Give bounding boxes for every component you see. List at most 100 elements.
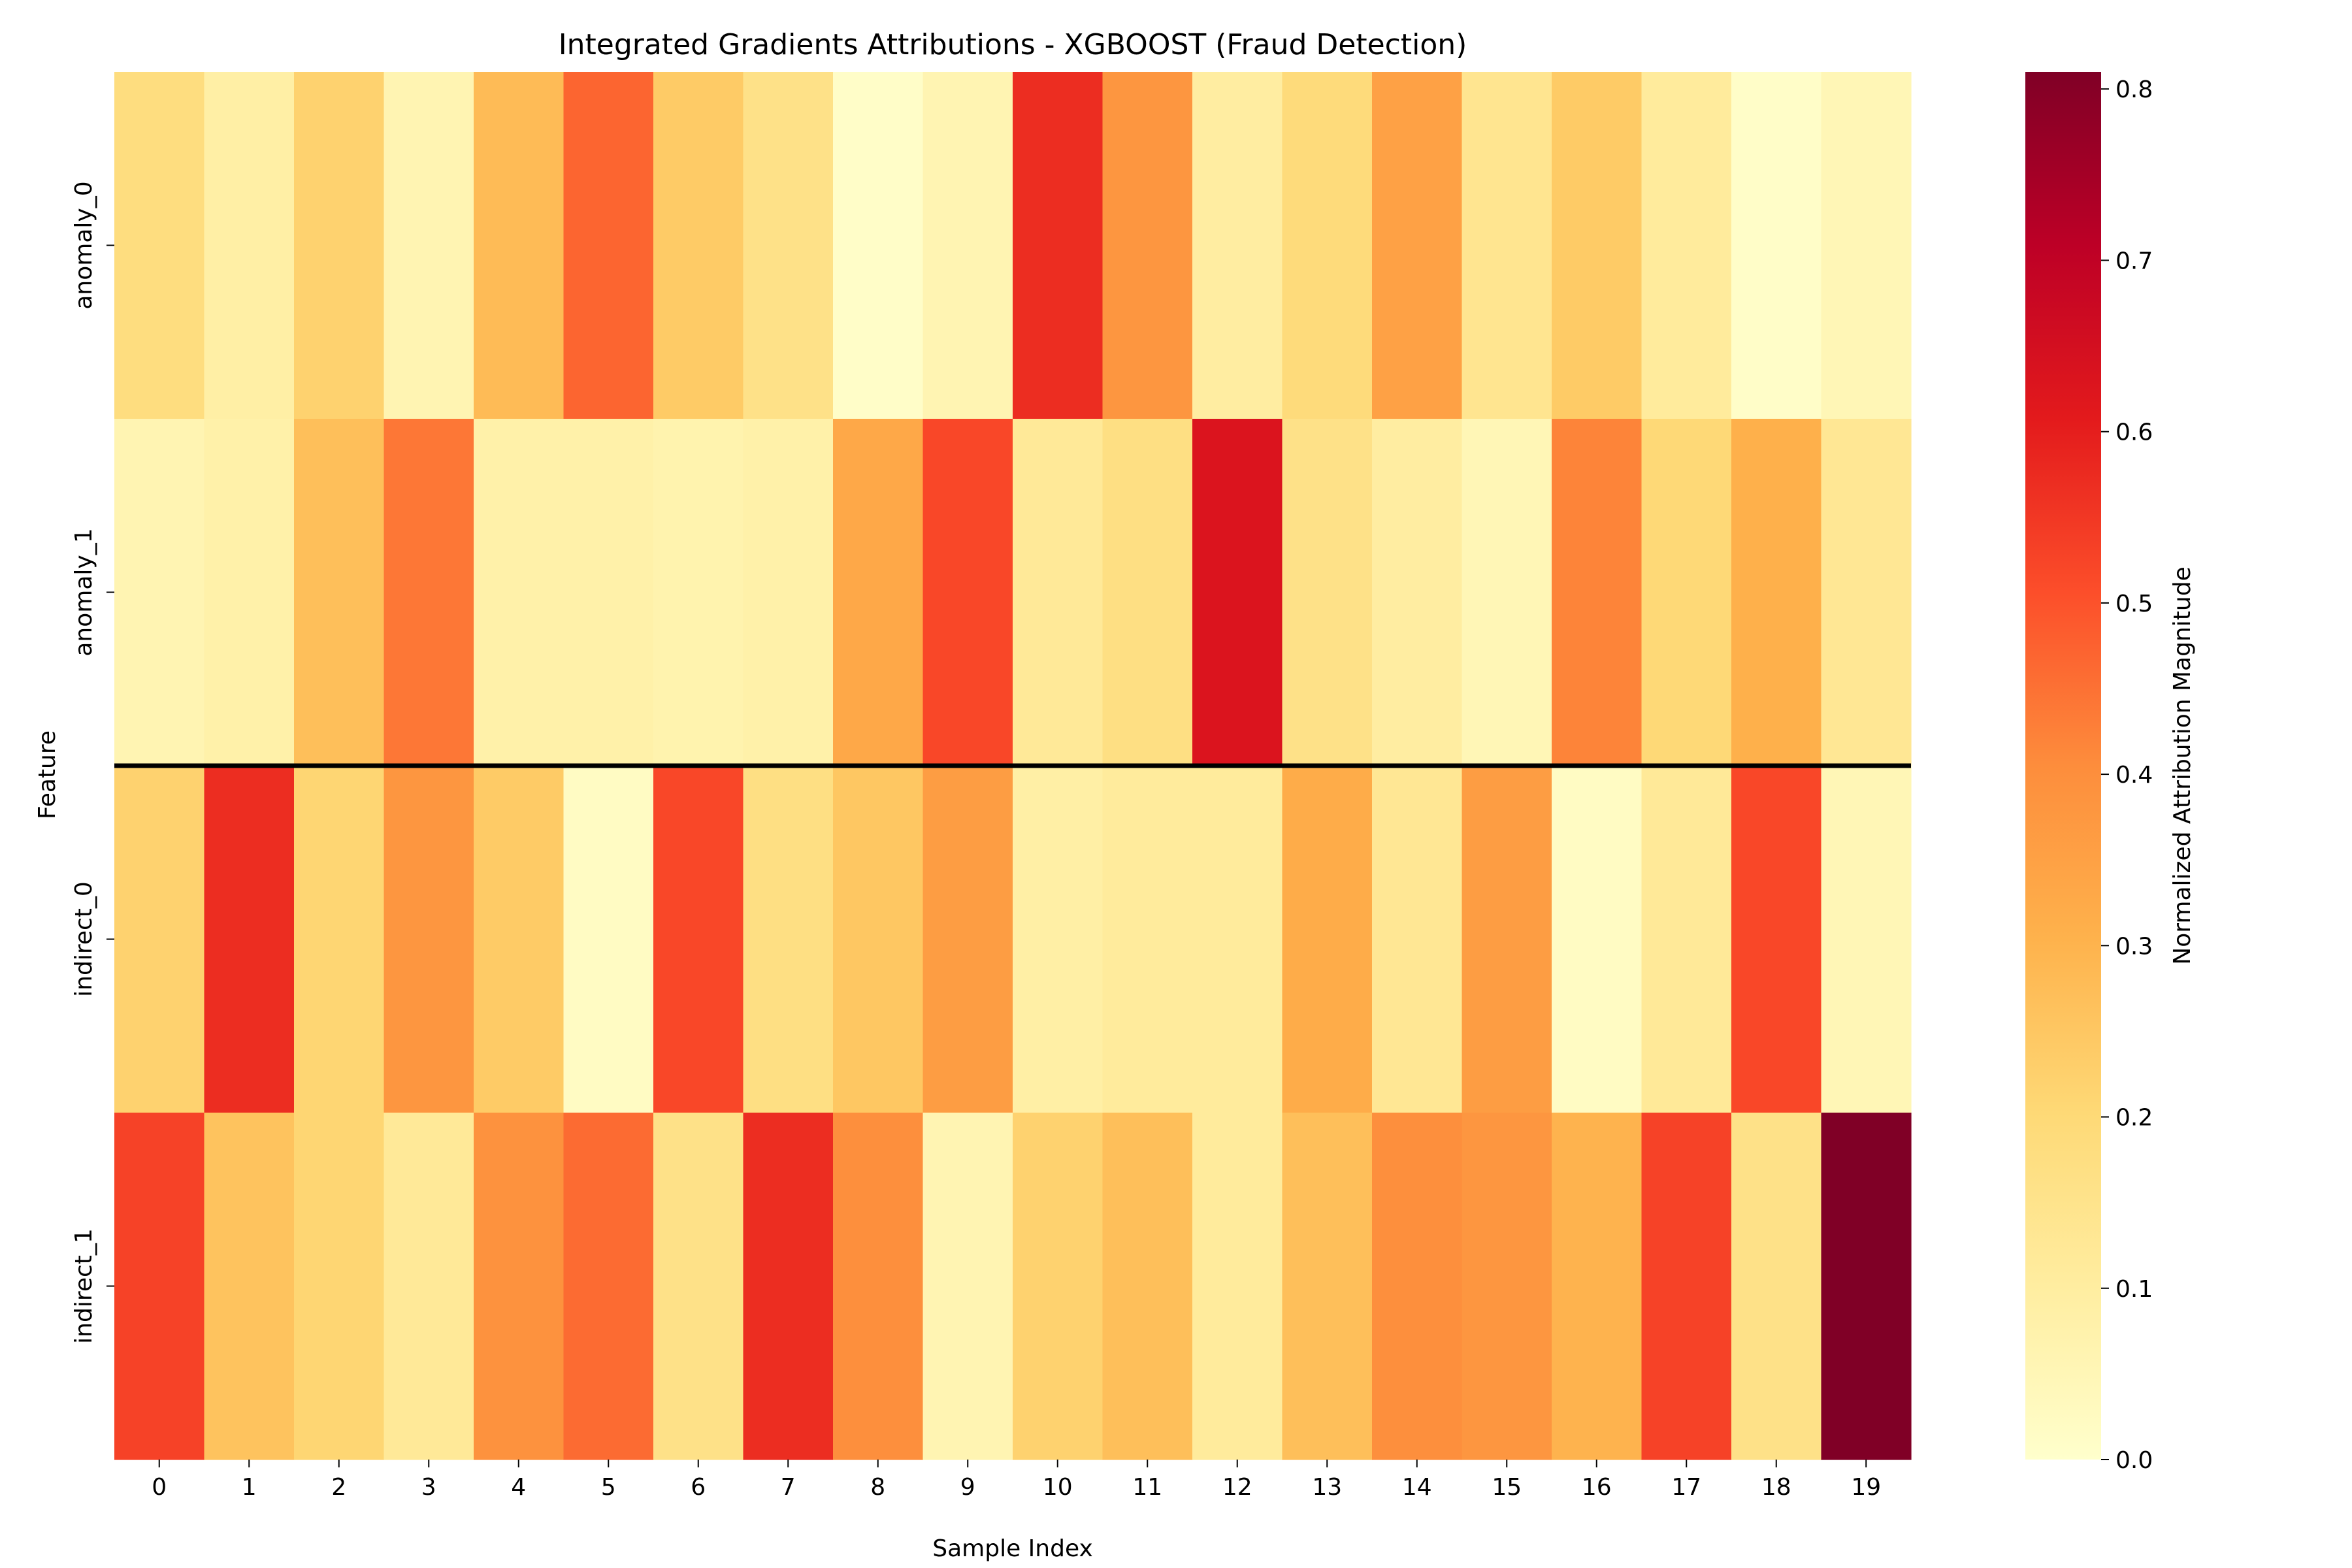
colorbar (2025, 72, 2101, 1460)
heatmap-cell-indirect_0-3 (384, 766, 474, 1113)
heatmap-cell-indirect_0-5 (563, 766, 654, 1113)
heatmap-cell-indirect_1-19 (1821, 1113, 1912, 1460)
x-tick-label: 2 (331, 1474, 346, 1501)
heatmap-cell-indirect_1-15 (1462, 1113, 1552, 1460)
heatmap-cell-indirect_1-11 (1102, 1113, 1193, 1460)
x-tick-label: 4 (511, 1474, 526, 1501)
heatmap-cell-indirect_0-11 (1102, 766, 1193, 1113)
heatmap-cell-anomaly_1-12 (1192, 419, 1283, 766)
heatmap-cell-indirect_0-1 (204, 766, 295, 1113)
x-tick-label: 18 (1761, 1474, 1791, 1501)
heatmap-cell-anomaly_0-2 (294, 72, 385, 419)
heatmap-cell-indirect_1-9 (923, 1113, 1013, 1460)
heatmap-cell-indirect_0-4 (474, 766, 564, 1113)
heatmap-cell-indirect_1-5 (563, 1113, 654, 1460)
chart-title: Integrated Gradients Attributions - XGBO… (559, 28, 1467, 61)
heatmap-cell-anomaly_0-17 (1641, 72, 1732, 419)
heatmap-cell-anomaly_0-18 (1731, 72, 1822, 419)
x-axis-label: Sample Index (932, 1535, 1093, 1562)
heatmap-cell-indirect_0-12 (1192, 766, 1283, 1113)
heatmap-cell-anomaly_0-10 (1013, 72, 1103, 419)
heatmap-cell-anomaly_1-5 (563, 419, 654, 766)
heatmap-cell-indirect_1-10 (1013, 1113, 1103, 1460)
colorbar-ticks: 0.0 0.1 0.2 0.3 0.4 0.5 0.6 0.7 0.8 (2101, 76, 2153, 1474)
heatmap-cell-indirect_1-18 (1731, 1113, 1822, 1460)
x-axis-ticks: 0 1 2 3 4 5 6 7 8 9 10 11 12 13 14 15 16 17 18 19 (152, 1460, 1881, 1501)
y-tick-label: indirect_1 (71, 1228, 97, 1344)
colorbar-tick-label: 0.0 (2115, 1447, 2153, 1474)
x-tick-label: 9 (960, 1474, 975, 1501)
x-tick-label: 16 (1582, 1474, 1612, 1501)
heatmap-cell-anomaly_1-7 (743, 419, 834, 766)
heatmap-cell-anomaly_0-13 (1282, 72, 1373, 419)
y-tick-label: anomaly_0 (71, 181, 97, 309)
heatmap-cell-indirect_0-16 (1552, 766, 1642, 1113)
x-tick-label: 15 (1492, 1474, 1522, 1501)
x-tick-label: 8 (870, 1474, 885, 1501)
heatmap-cell-indirect_0-15 (1462, 766, 1552, 1113)
heatmap-cell-anomaly_0-1 (204, 72, 295, 419)
heatmap-cell-indirect_0-10 (1013, 766, 1103, 1113)
heatmap-cell-indirect_1-1 (204, 1113, 295, 1460)
heatmap-cell-indirect_1-17 (1641, 1113, 1732, 1460)
heatmap-cell-anomaly_0-8 (833, 72, 924, 419)
colorbar-tick-label: 0.4 (2115, 762, 2153, 789)
heatmap-cell-anomaly_0-5 (563, 72, 654, 419)
heatmap-cell-anomaly_0-11 (1102, 72, 1193, 419)
heatmap-cell-anomaly_1-15 (1462, 419, 1552, 766)
heatmap-cell-anomaly_1-1 (204, 419, 295, 766)
heatmap-cell-indirect_1-6 (653, 1113, 744, 1460)
heatmap-cell-anomaly_1-0 (114, 419, 205, 766)
heatmap-cell-indirect_0-6 (653, 766, 744, 1113)
heatmap-cell-indirect_0-7 (743, 766, 834, 1113)
heatmap-cell-anomaly_1-8 (833, 419, 924, 766)
heatmap-cell-anomaly_1-18 (1731, 419, 1822, 766)
heatmap-cell-indirect_0-9 (923, 766, 1013, 1113)
heatmap-cell-indirect_1-3 (384, 1113, 474, 1460)
colorbar-label: Normalized Attribution Magnitude (2169, 566, 2196, 964)
heatmap-cell-indirect_1-12 (1192, 1113, 1283, 1460)
heatmap-cell-indirect_1-0 (114, 1113, 205, 1460)
heatmap-cell-anomaly_0-14 (1372, 72, 1463, 419)
heatmap-cell-anomaly_0-3 (384, 72, 474, 419)
x-tick-label: 3 (421, 1474, 436, 1501)
colorbar-tick-label: 0.1 (2115, 1276, 2153, 1303)
x-tick-label: 17 (1671, 1474, 1701, 1501)
heatmap-cell-anomaly_1-2 (294, 419, 385, 766)
heatmap-cell-indirect_1-14 (1372, 1113, 1463, 1460)
heatmap-cell-anomaly_1-17 (1641, 419, 1732, 766)
x-tick-label: 14 (1402, 1474, 1432, 1501)
heatmap-cell-anomaly_1-16 (1552, 419, 1642, 766)
y-axis-ticks: anomaly_0 anomaly_1 indirect_0 indirect_1 (71, 181, 114, 1344)
heatmap-cell-indirect_0-2 (294, 766, 385, 1113)
heatmap-cell-anomaly_1-9 (923, 419, 1013, 766)
heatmap-cell-anomaly_1-10 (1013, 419, 1103, 766)
heatmap-cell-anomaly_0-16 (1552, 72, 1642, 419)
heatmap-cell-anomaly_0-12 (1192, 72, 1283, 419)
heatmap-cell-anomaly_0-6 (653, 72, 744, 419)
x-tick-label: 11 (1132, 1474, 1162, 1501)
heatmap-cell-indirect_1-4 (474, 1113, 564, 1460)
colorbar-tick-label: 0.2 (2115, 1105, 2153, 1132)
heatmap-cell-anomaly_0-7 (743, 72, 834, 419)
x-tick-label: 1 (242, 1474, 257, 1501)
y-axis-label: Feature (34, 730, 61, 819)
x-tick-label: 5 (601, 1474, 616, 1501)
heatmap-cell-anomaly_0-19 (1821, 72, 1912, 419)
x-tick-label: 10 (1043, 1474, 1073, 1501)
heatmap-cell-anomaly_0-0 (114, 72, 205, 419)
x-tick-label: 6 (691, 1474, 706, 1501)
x-tick-label: 7 (781, 1474, 796, 1501)
x-tick-label: 13 (1312, 1474, 1342, 1501)
heatmap-cell-indirect_0-13 (1282, 766, 1373, 1113)
colorbar-tick-label: 0.5 (2115, 591, 2153, 617)
heatmap-cell-indirect_0-18 (1731, 766, 1822, 1113)
heatmap-cell-indirect_0-0 (114, 766, 205, 1113)
heatmap-cell-indirect_1-16 (1552, 1113, 1642, 1460)
heatmap-cell-indirect_1-2 (294, 1113, 385, 1460)
heatmap-cell-indirect_1-8 (833, 1113, 924, 1460)
heatmap-cell-anomaly_1-6 (653, 419, 744, 766)
x-tick-label: 12 (1222, 1474, 1252, 1501)
colorbar-tick-label: 0.8 (2115, 76, 2153, 103)
